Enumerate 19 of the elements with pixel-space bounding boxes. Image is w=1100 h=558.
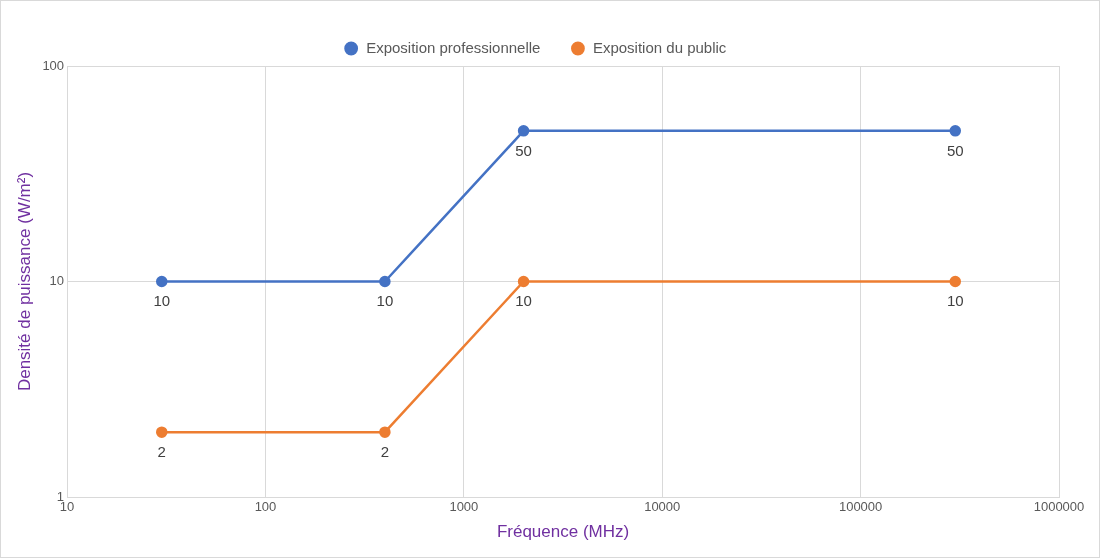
data-label: 10 — [153, 292, 171, 310]
y-tick-label: 10 — [49, 273, 65, 289]
x-tick-label: 10000 — [644, 499, 681, 515]
x-tick-label: 100 — [254, 499, 277, 515]
x-axis-title: Fréquence (MHz) — [496, 522, 630, 542]
data-label: 10 — [946, 292, 964, 310]
x-tick-label: 1000000 — [1033, 499, 1085, 515]
data-label: 50 — [946, 141, 964, 159]
y-tick-label: 100 — [42, 57, 65, 73]
legend-label: Exposition professionnelle — [366, 38, 541, 56]
legend-label: Exposition du public — [592, 38, 727, 56]
y-axis-title: Densité de puissance (W/m²) — [14, 171, 34, 392]
data-label: 10 — [515, 292, 532, 310]
x-tick-label: 1000 — [449, 499, 479, 515]
data-label: 50 — [515, 141, 532, 159]
data-label: 10 — [376, 292, 394, 310]
data-label: 2 — [380, 442, 390, 460]
data-label: 2 — [157, 442, 166, 460]
x-tick-label: 100000 — [838, 499, 883, 515]
